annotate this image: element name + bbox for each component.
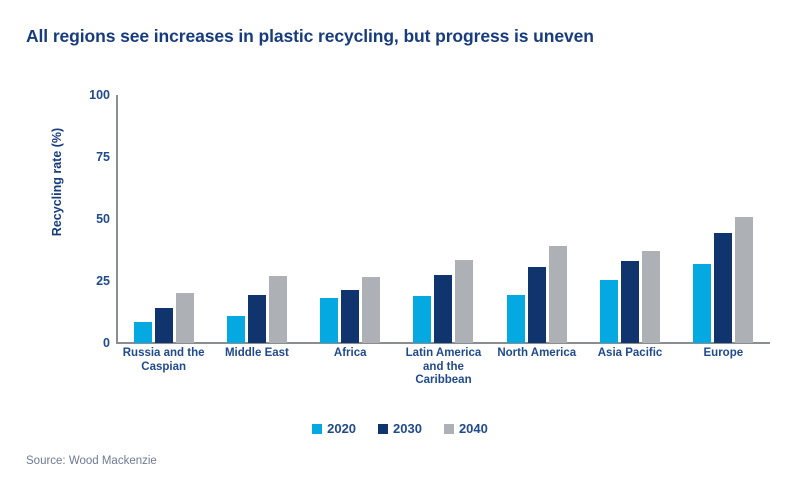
bar-2040[interactable] bbox=[455, 259, 474, 343]
bar-2030[interactable] bbox=[154, 308, 173, 343]
page-title: All regions see increases in plastic rec… bbox=[26, 26, 594, 46]
x-axis-label-0: Russia and the Caspian bbox=[117, 347, 210, 388]
legend-swatch-icon-2020 bbox=[312, 423, 323, 434]
legend-label-2030: 2030 bbox=[393, 421, 422, 436]
source-note: Source: Wood Mackenzie bbox=[26, 455, 157, 467]
x-axis-label-4: North America bbox=[490, 347, 583, 388]
x-axis-label-line: Russia and the bbox=[122, 347, 205, 359]
x-axis-category-labels: Russia and the Caspian Middle East Africa La… bbox=[117, 347, 770, 388]
legend-label-2020: 2020 bbox=[327, 421, 357, 436]
x-axis-label-6: Europe bbox=[677, 347, 770, 388]
bar-group bbox=[397, 95, 490, 343]
y-axis-tick-25: 25 bbox=[96, 274, 110, 288]
x-axis-label-3: Latin America and the Caribbean bbox=[397, 347, 490, 388]
bar-2030[interactable] bbox=[621, 261, 640, 343]
bar-2030[interactable] bbox=[527, 267, 546, 343]
bar-2040[interactable] bbox=[175, 293, 194, 343]
x-axis-label-5: Asia Pacific bbox=[583, 347, 676, 388]
bar-group bbox=[210, 95, 303, 343]
bar-2020[interactable] bbox=[693, 263, 712, 343]
x-axis-line bbox=[116, 342, 770, 344]
x-axis-label-line: Asia Pacific bbox=[597, 347, 663, 359]
x-axis-label-line: Caspian bbox=[141, 360, 187, 373]
y-axis-line bbox=[116, 95, 118, 343]
bar-2040[interactable] bbox=[642, 251, 661, 343]
bar-2020[interactable] bbox=[320, 298, 339, 343]
bar-group bbox=[117, 95, 210, 343]
legend-swatch-icon-2030 bbox=[378, 423, 389, 434]
x-axis-label-line: Middle East bbox=[224, 347, 289, 359]
bar-2020[interactable] bbox=[413, 295, 432, 343]
bar-2030[interactable] bbox=[247, 294, 266, 343]
y-axis-tick-75: 75 bbox=[96, 150, 110, 164]
x-axis-label-2: Africa bbox=[304, 347, 397, 388]
bar-2030[interactable] bbox=[341, 289, 360, 343]
bar-2020[interactable] bbox=[226, 315, 245, 343]
x-axis-label-line: Latin America bbox=[405, 347, 482, 359]
legend-label-2040: 2040 bbox=[458, 421, 488, 436]
legend-item-2030[interactable]: 2030 bbox=[378, 421, 422, 436]
x-axis-label-1: Middle East bbox=[210, 347, 303, 388]
y-axis-tick-0: 0 bbox=[103, 336, 110, 350]
x-axis-label-line: and the bbox=[423, 360, 464, 373]
bar-2030[interactable] bbox=[714, 232, 733, 343]
bar-2030[interactable] bbox=[434, 274, 453, 343]
bar-2040[interactable] bbox=[362, 277, 381, 343]
bar-2020[interactable] bbox=[133, 321, 152, 343]
chart-legend: 2020 2030 2040 bbox=[0, 421, 800, 436]
bar-2040[interactable] bbox=[268, 276, 287, 343]
y-axis-tick-100: 100 bbox=[89, 88, 110, 102]
bar-2040[interactable] bbox=[548, 246, 567, 343]
x-axis-label-line: Europe bbox=[703, 347, 744, 359]
x-axis-label-line: Caribbean bbox=[415, 374, 472, 386]
legend-item-2040[interactable]: 2040 bbox=[443, 421, 488, 436]
bar-group bbox=[490, 95, 583, 343]
legend-swatch-icon-2040 bbox=[443, 423, 454, 434]
bar-group bbox=[677, 95, 770, 343]
x-axis-label-line: North America bbox=[497, 347, 577, 359]
bar-group bbox=[583, 95, 676, 343]
bar-2020[interactable] bbox=[600, 279, 619, 343]
y-axis-tick-50: 50 bbox=[96, 212, 110, 226]
bars-plot-area bbox=[117, 95, 770, 343]
bar-2040[interactable] bbox=[735, 216, 754, 343]
y-axis-tick-labels: 0 25 50 75 100 bbox=[66, 88, 110, 350]
legend-item-2020[interactable]: 2020 bbox=[312, 421, 356, 436]
bar-2020[interactable] bbox=[506, 294, 525, 343]
x-axis-label-line: Africa bbox=[333, 347, 367, 359]
y-axis-title: Recycling rate (%) bbox=[50, 127, 64, 237]
bar-group bbox=[304, 95, 397, 343]
